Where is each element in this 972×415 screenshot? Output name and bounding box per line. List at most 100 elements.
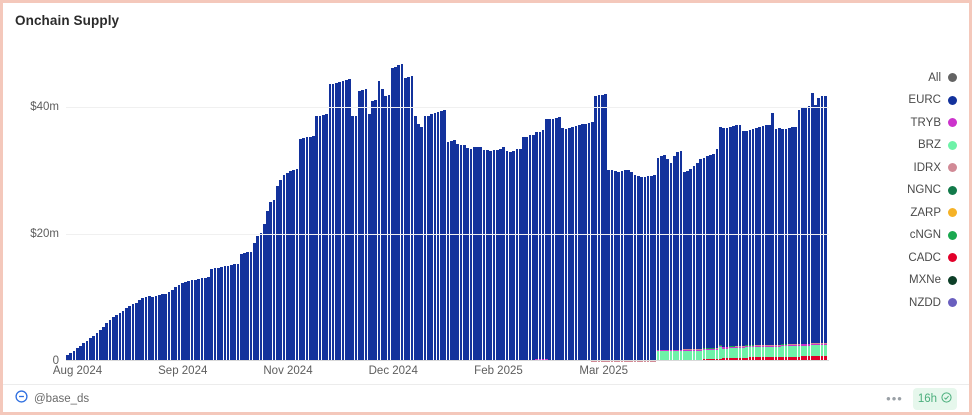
bar-column[interactable] (312, 135, 315, 361)
bar-column[interactable] (682, 172, 686, 361)
bar-column[interactable] (541, 130, 545, 361)
bar-column[interactable] (433, 112, 437, 361)
bar-column[interactable] (233, 264, 237, 361)
bar-column[interactable] (689, 169, 693, 361)
bar-column[interactable] (791, 127, 794, 361)
bar-column[interactable] (184, 281, 187, 361)
bar-column[interactable] (246, 252, 250, 361)
bar-column[interactable] (518, 148, 522, 361)
bar-column[interactable] (440, 111, 443, 361)
bar-column[interactable] (591, 121, 594, 361)
bar-column[interactable] (486, 150, 489, 361)
bar-column[interactable] (266, 210, 269, 361)
bar-column[interactable] (705, 156, 709, 361)
bar-column[interactable] (407, 76, 410, 361)
bar-column[interactable] (725, 127, 729, 361)
bar-column[interactable] (656, 157, 660, 361)
bar-column[interactable] (466, 147, 469, 361)
bar-column[interactable] (702, 157, 706, 361)
bar-column[interactable] (361, 90, 364, 361)
bar-column[interactable] (771, 113, 775, 361)
bar-column[interactable] (295, 168, 299, 361)
bar-column[interactable] (325, 114, 328, 361)
bar-column[interactable] (768, 124, 771, 361)
bar-column[interactable] (226, 265, 230, 361)
bar-column[interactable] (108, 320, 112, 361)
bar-column[interactable] (308, 136, 312, 361)
bar-column[interactable] (531, 134, 535, 361)
bar-column[interactable] (371, 100, 374, 361)
bar-column[interactable] (348, 79, 351, 361)
bar-column[interactable] (384, 96, 387, 361)
bar-column[interactable] (276, 186, 279, 361)
bar-column[interactable] (377, 81, 381, 361)
legend-item-all[interactable]: All (869, 67, 957, 89)
bar-column[interactable] (79, 345, 82, 361)
bar-column[interactable] (784, 128, 788, 361)
bar-column[interactable] (364, 89, 368, 361)
bar-column[interactable] (715, 149, 719, 361)
bar-column[interactable] (302, 137, 305, 361)
bar-column[interactable] (125, 308, 128, 361)
bar-column[interactable] (351, 116, 355, 361)
bar-column[interactable] (400, 64, 404, 361)
bar-column[interactable] (538, 131, 542, 361)
bar-column[interactable] (712, 153, 716, 361)
bar-column[interactable] (594, 96, 597, 361)
bar-column[interactable] (633, 174, 637, 361)
bar-column[interactable] (180, 282, 184, 361)
bar-column[interactable] (453, 139, 456, 361)
author-handle[interactable]: @base_ds (15, 389, 89, 408)
bar-column[interactable] (584, 123, 588, 361)
bar-column[interactable] (420, 126, 424, 361)
bar-column[interactable] (781, 129, 784, 361)
bar-column[interactable] (469, 149, 473, 361)
bar-column[interactable] (187, 280, 191, 361)
bar-column[interactable] (417, 124, 420, 361)
bar-column[interactable] (620, 171, 624, 361)
bar-column[interactable] (121, 310, 125, 361)
bar-column[interactable] (423, 116, 427, 361)
bar-column[interactable] (640, 176, 643, 361)
bar-column[interactable] (623, 170, 627, 361)
bar-column[interactable] (558, 117, 561, 361)
ellipsis-icon[interactable]: ••• (886, 391, 903, 406)
bar-column[interactable] (177, 284, 181, 361)
bar-column[interactable] (679, 151, 683, 361)
bar-column[interactable] (85, 340, 89, 361)
bar-column[interactable] (804, 106, 807, 361)
bar-column[interactable] (331, 83, 335, 361)
bar-column[interactable] (823, 95, 827, 361)
bar-column[interactable] (338, 82, 342, 361)
bar-column[interactable] (69, 352, 72, 361)
bar-column[interactable] (95, 333, 99, 361)
bar-column[interactable] (390, 67, 394, 361)
bar-column[interactable] (272, 200, 276, 361)
bar-column[interactable] (568, 127, 571, 361)
bar-column[interactable] (696, 162, 699, 361)
bar-column[interactable] (797, 109, 801, 361)
bar-column[interactable] (98, 329, 102, 361)
bar-column[interactable] (249, 251, 253, 361)
bar-column[interactable] (764, 125, 768, 361)
bar-column[interactable] (748, 129, 752, 361)
bar-column[interactable] (190, 280, 194, 361)
bar-column[interactable] (810, 92, 814, 361)
legend-item-cngn[interactable]: cNGN (869, 225, 957, 247)
bar-column[interactable] (154, 295, 158, 361)
bar-column[interactable] (479, 146, 483, 361)
bar-column[interactable] (787, 127, 791, 361)
bar-column[interactable] (548, 119, 552, 361)
bar-column[interactable] (128, 306, 132, 361)
bar-column[interactable] (285, 172, 289, 361)
bar-column[interactable] (164, 293, 168, 361)
legend-item-cadc[interactable]: CADC (869, 247, 957, 269)
bar-column[interactable] (207, 277, 210, 361)
bar-column[interactable] (630, 172, 634, 361)
bar-column[interactable] (253, 243, 256, 361)
bar-column[interactable] (666, 158, 670, 361)
bar-column[interactable] (673, 155, 676, 361)
bar-column[interactable] (193, 279, 197, 361)
bar-column[interactable] (643, 177, 647, 361)
bar-column[interactable] (574, 125, 578, 361)
